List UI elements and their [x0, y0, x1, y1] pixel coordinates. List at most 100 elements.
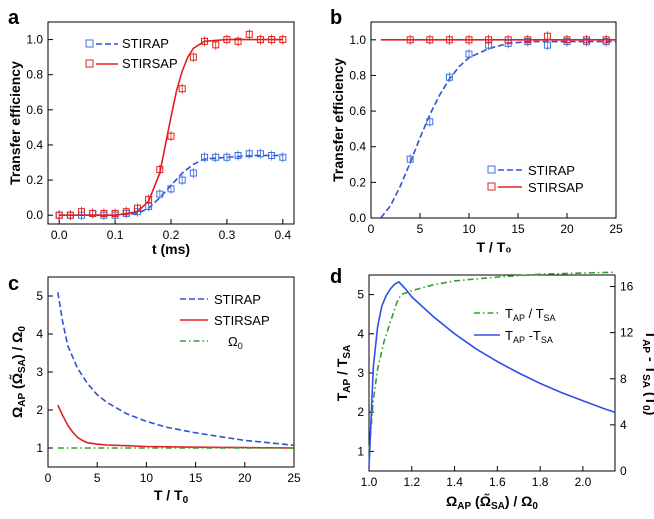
series-line-tap-tsa: [368, 271, 616, 452]
legend-stirap-marker: [85, 39, 94, 48]
data-point-stirsap: [583, 36, 591, 44]
x-tick-label: 20: [238, 471, 252, 485]
y2-tick-label: 0: [620, 464, 627, 478]
data-point-stirap: [426, 118, 434, 126]
data-point-stirsap: [563, 36, 571, 44]
data-point-stirsap: [543, 32, 551, 40]
legend-stirsap-label: STIRSAP: [214, 313, 270, 328]
panel-d: d TAP / TSA TAP - TSA (T0) ΩAP (Ω̃SA) / …: [330, 266, 654, 512]
x-tick-label: 0.1: [107, 228, 124, 242]
data-point-stirsap: [122, 208, 130, 216]
x-tick-label: 2.0: [575, 475, 592, 489]
panel-a-plot-area: 0.0 0.1 0.2 0.3 0.4 0.0 0.2 0.4 0.6 0.8 1.0: [26, 29, 291, 242]
x-tick-label: 0: [45, 471, 52, 485]
legend-stirsap-marker: [85, 59, 94, 68]
data-point-stirap: [212, 153, 220, 161]
y-tick-label: 1: [36, 441, 43, 455]
panel-a-xlabel: t (ms): [152, 241, 190, 257]
data-point-stirsap: [100, 209, 108, 217]
panel-b-ylabel: Transfer efficiency: [330, 58, 346, 182]
x-tick-label: 1.2: [403, 475, 420, 489]
data-point-stirsap: [178, 85, 186, 93]
x-tick-label: 10: [140, 471, 154, 485]
y-tick-label: 0.8: [26, 68, 43, 82]
x-tick-label: 0.4: [274, 228, 291, 242]
panel-c-plot-area: 0 5 10 15 20 25 1 2 3 4 5: [36, 289, 301, 485]
y-tick-label: 0.6: [26, 103, 43, 117]
data-point-stirsap: [189, 53, 197, 61]
data-point-stirap: [167, 185, 175, 193]
panel-a-label: a: [8, 7, 20, 29]
panel-d-label: d: [330, 266, 342, 288]
y2-tick-label: 12: [620, 326, 634, 340]
panel-d-axes-frame: [368, 274, 616, 472]
legend-omega0-label: Ω0: [228, 334, 243, 351]
series-line-stirap: [380, 40, 616, 219]
y-tick-label: 0.2: [349, 175, 366, 189]
data-point-stirsap: [524, 36, 532, 44]
panel-b-legend: STIRAP STIRSAP: [487, 163, 584, 195]
data-point-stirap: [256, 150, 264, 158]
x-tick-label: 0.2: [163, 228, 180, 242]
data-point-stirap: [465, 50, 473, 58]
y-tick-label: 4: [357, 327, 364, 341]
y-tick-label: 2: [357, 405, 364, 419]
y-tick-label: 3: [357, 366, 364, 380]
legend-stirap-label: STIRAP: [122, 36, 169, 51]
y-tick-label: 0.6: [349, 104, 366, 118]
panel-c-xlabel: T / T0: [154, 487, 189, 506]
legend-stirsap-label: STIRSAP: [122, 56, 178, 71]
data-point-stirap: [268, 151, 276, 159]
data-point-stirsap: [212, 41, 220, 49]
data-point-stirap: [406, 155, 414, 163]
data-point-stirap: [201, 153, 209, 161]
x-tick-label: 15: [511, 222, 525, 236]
data-point-stirap: [223, 153, 231, 161]
data-point-stirsap: [485, 36, 493, 44]
y-tick-label: 5: [36, 289, 43, 303]
data-point-stirap: [234, 151, 242, 159]
data-point-stirsap: [234, 37, 242, 45]
data-point-stirsap: [445, 36, 453, 44]
series-line-tap-tsa: [368, 280, 616, 468]
x-tick-label: 0: [368, 222, 375, 236]
x-tick-label: 15: [189, 471, 203, 485]
y-tick-label: 1: [357, 444, 364, 458]
x-tick-label: 0.3: [219, 228, 236, 242]
data-point-stirap: [445, 73, 453, 81]
x-tick-label: 25: [609, 222, 623, 236]
y-tick-label: 0.2: [26, 173, 43, 187]
data-point-stirsap: [406, 36, 414, 44]
x-tick-label: 0.0: [51, 228, 68, 242]
data-point-stirsap: [89, 209, 97, 217]
panel-c-ylabel: ΩAP (Ω̃SA) / Ω0: [8, 326, 28, 418]
data-point-stirsap: [133, 204, 141, 212]
data-point-stirsap: [167, 132, 175, 140]
data-point-stirsap: [426, 36, 434, 44]
data-point-stirsap: [78, 208, 86, 216]
data-point-stirsap: [465, 36, 473, 44]
y2-tick-label: 16: [620, 280, 634, 294]
panel-a: a Transfer efficiency t (ms) 0.0 0.1 0.2 0.…: [7, 7, 295, 257]
y-tick-label: 1.0: [349, 33, 366, 47]
panel-b-plot-area: 0 5 10 15 20 25 0.0 0.2 0.4 0.6 0.8 1.0: [349, 31, 623, 236]
data-point-stirap: [543, 41, 551, 49]
legend-stirap-label: STIRAP: [528, 163, 575, 178]
data-point-stirap: [189, 169, 197, 177]
panel-b-label: b: [330, 7, 342, 29]
panel-a-ylabel: Transfer efficiency: [7, 61, 23, 185]
legend-stirsap-marker: [487, 182, 496, 191]
legend-stirap-marker: [487, 165, 496, 174]
y-tick-label: 2: [36, 403, 43, 417]
data-point-stirap: [156, 190, 164, 198]
panel-c-legend: STIRAP STIRSAP Ω0: [180, 292, 270, 351]
x-tick-label: 1.8: [532, 475, 549, 489]
y-tick-label: 3: [36, 365, 43, 379]
panel-d-xlabel: ΩAP (Ω̃SA) / Ω0: [446, 492, 538, 512]
x-tick-label: 1.0: [361, 475, 378, 489]
y-tick-label: 1.0: [26, 33, 43, 47]
panel-b-xlabel: T / T₀: [476, 239, 511, 255]
y-tick-label: 0.4: [349, 140, 366, 154]
series-line-stirap: [59, 154, 283, 216]
